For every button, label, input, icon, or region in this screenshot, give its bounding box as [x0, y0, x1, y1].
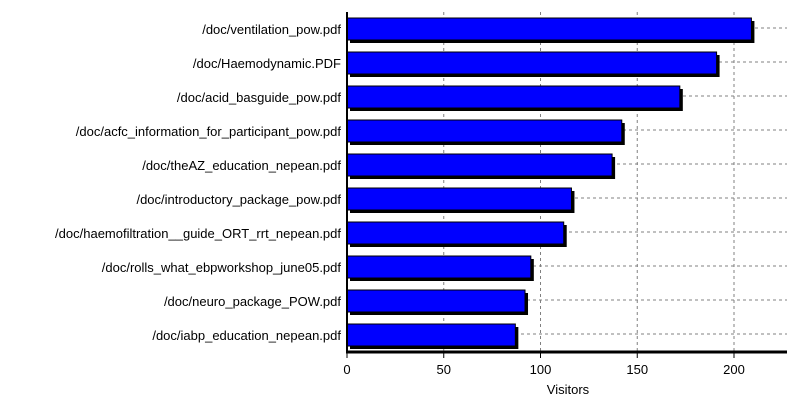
category-label: /doc/acid_basguide_pow.pdf	[177, 90, 341, 105]
axes: 0 50 100 150 200	[343, 12, 787, 377]
category-label: /doc/rolls_what_ebpworkshop_june05.pdf	[102, 260, 342, 275]
x-axis-title: Visitors	[547, 382, 590, 396]
category-label: /doc/theAZ_education_nepean.pdf	[142, 158, 341, 173]
bar	[346, 17, 752, 41]
x-tick-label: 50	[437, 362, 451, 377]
bar	[346, 51, 718, 75]
category-label: /doc/iabp_education_nepean.pdf	[152, 328, 341, 343]
bar	[346, 119, 623, 143]
category-label: /doc/haemofiltration__guide_ORT_rrt_nepe…	[55, 226, 341, 241]
bar	[346, 187, 572, 211]
bar-layer	[346, 17, 755, 349]
category-label: /doc/ventilation_pow.pdf	[202, 22, 341, 37]
x-tick-label: 100	[530, 362, 552, 377]
bar	[346, 153, 613, 177]
category-labels: /doc/ventilation_pow.pdf/doc/Haemodynami…	[55, 22, 341, 343]
bar	[346, 221, 565, 245]
bar	[346, 255, 532, 279]
category-label: /doc/Haemodynamic.PDF	[193, 56, 341, 71]
category-label: /doc/introductory_package_pow.pdf	[136, 192, 341, 207]
category-label: /doc/acfc_information_for_participant_po…	[76, 124, 342, 139]
x-tick-label: 200	[723, 362, 745, 377]
x-tick-label: 150	[626, 362, 648, 377]
category-label: /doc/neuro_package_POW.pdf	[164, 294, 341, 309]
bar	[346, 85, 681, 109]
x-tick-label: 0	[343, 362, 350, 377]
bar	[346, 289, 526, 313]
bar	[346, 323, 516, 347]
